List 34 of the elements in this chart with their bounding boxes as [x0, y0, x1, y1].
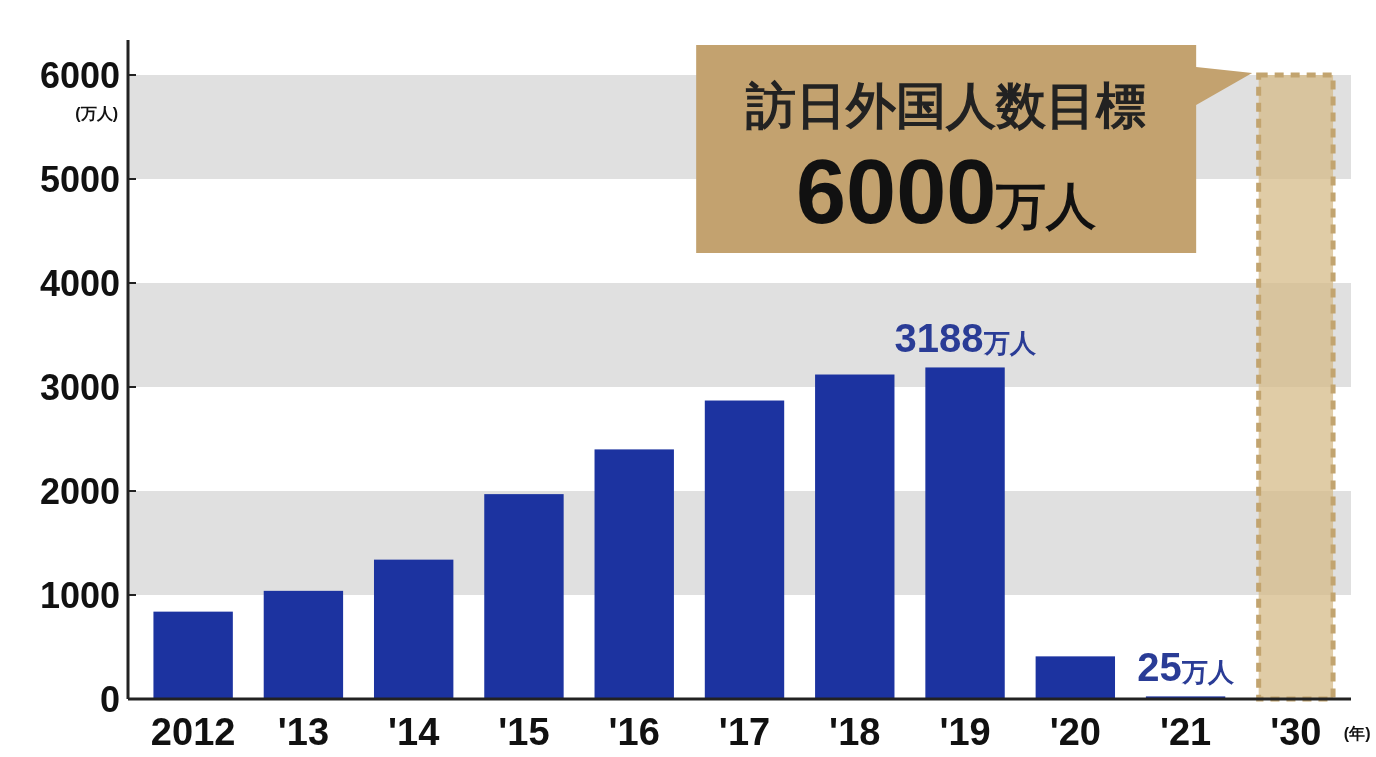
bar: [373, 559, 454, 699]
annotation: 訪日外国人数目標: [745, 78, 1147, 134]
annotation: 6000万人: [796, 142, 1097, 242]
bar: [594, 449, 674, 699]
bar: [815, 374, 895, 699]
data-label: 25万人: [1137, 645, 1235, 690]
x-tick-label: '16: [608, 711, 660, 753]
x-tick-label: '30: [1270, 711, 1322, 753]
callout: 訪日外国人数目標 6000万人: [696, 45, 1253, 253]
x-tick-label: '18: [829, 711, 881, 753]
x-tick-label: '14: [388, 711, 440, 753]
bar: [925, 367, 1005, 699]
bar: [153, 611, 233, 699]
y-axis-title: (万人): [75, 105, 118, 122]
bar: [704, 400, 785, 699]
y-tick-label: 6000: [39, 55, 120, 96]
y-tick-label: 1000: [39, 575, 120, 616]
y-tick-label: 3000: [39, 367, 120, 408]
x-tick-label: '15: [498, 711, 550, 753]
y-tick-label: 0: [99, 679, 120, 720]
y-tick-label: 2000: [39, 471, 120, 512]
x-tick-label: '17: [718, 711, 771, 753]
x-tick-label: '13: [277, 711, 330, 753]
x-tick-label: '20: [1049, 711, 1101, 753]
x-axis-title: (年): [1343, 725, 1371, 742]
x-tick-label: '19: [939, 711, 991, 753]
x-tick-label: 2012: [150, 711, 236, 753]
bar: [263, 590, 344, 699]
data-label: 3188万人: [894, 316, 1037, 361]
y-tick-label: 5000: [39, 159, 120, 200]
x-tick-label: '21: [1159, 711, 1212, 753]
y-tick-label: 4000: [39, 263, 120, 304]
bar: [484, 494, 564, 699]
bar: [1035, 656, 1116, 699]
